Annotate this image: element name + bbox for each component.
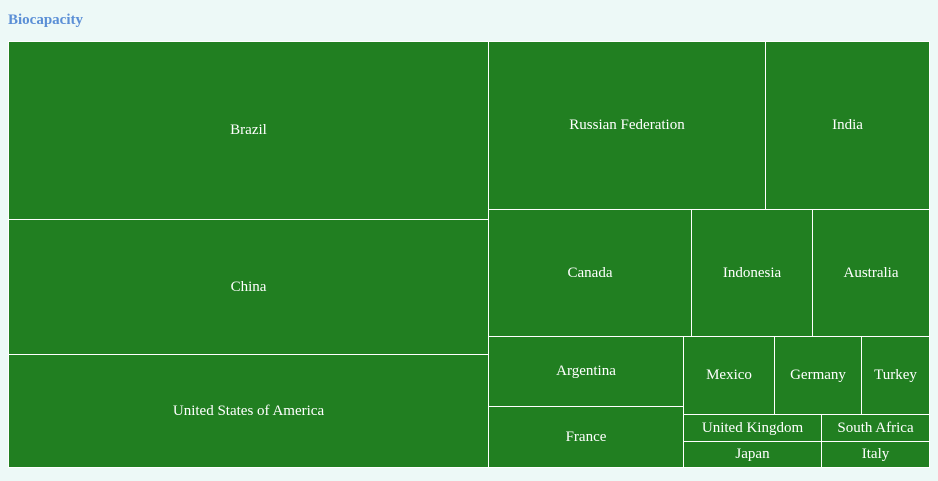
treemap-tile-label: Indonesia: [722, 264, 782, 281]
treemap-tile[interactable]: Japan: [683, 441, 822, 468]
treemap-tile-label: Turkey: [874, 367, 917, 383]
treemap-tile[interactable]: South Africa: [821, 414, 930, 442]
treemap-tile-label: Brazil: [230, 122, 267, 138]
treemap-tile[interactable]: Australia: [812, 209, 930, 337]
chart-title: Biocapacity: [8, 12, 83, 28]
treemap-tile[interactable]: France: [488, 406, 684, 468]
treemap-tile[interactable]: United States of America: [8, 354, 489, 468]
treemap-tile[interactable]: Germany: [774, 336, 862, 415]
treemap-tile[interactable]: Russian Federation: [488, 41, 766, 210]
treemap-tile-label: Japan: [735, 446, 770, 462]
treemap-tile-label: Germany: [790, 367, 846, 383]
treemap-tile-label: Argentina: [556, 363, 616, 379]
treemap-tile-label: United Kingdom: [701, 419, 804, 436]
treemap-tile-label: South Africa: [837, 419, 914, 436]
treemap-tile[interactable]: United Kingdom: [683, 414, 822, 442]
treemap-tile[interactable]: Turkey: [861, 336, 930, 415]
treemap-plot-area: Brazil China United States of America Russi…: [8, 41, 930, 468]
treemap-tile-label: Canada: [567, 264, 613, 281]
treemap-tile[interactable]: India: [765, 41, 930, 210]
treemap-tile[interactable]: China: [8, 219, 489, 355]
treemap-tile[interactable]: Indonesia: [691, 209, 813, 337]
treemap-tile-label: France: [565, 428, 607, 445]
treemap-tile-label: India: [832, 117, 863, 133]
treemap-tile[interactable]: Mexico: [683, 336, 775, 415]
treemap-tile[interactable]: Italy: [821, 441, 930, 468]
treemap-tile[interactable]: Brazil: [8, 41, 489, 220]
treemap-tile-label: China: [230, 278, 267, 295]
treemap-tile[interactable]: Canada: [488, 209, 692, 337]
treemap-tile-label: United States of America: [172, 402, 325, 419]
treemap-tile-label: Mexico: [706, 367, 752, 383]
treemap-tile-label: Australia: [843, 264, 899, 281]
treemap-tile[interactable]: Argentina: [488, 336, 684, 407]
treemap-tile-label: Italy: [861, 446, 890, 462]
treemap-tile-label: Russian Federation: [569, 117, 685, 133]
